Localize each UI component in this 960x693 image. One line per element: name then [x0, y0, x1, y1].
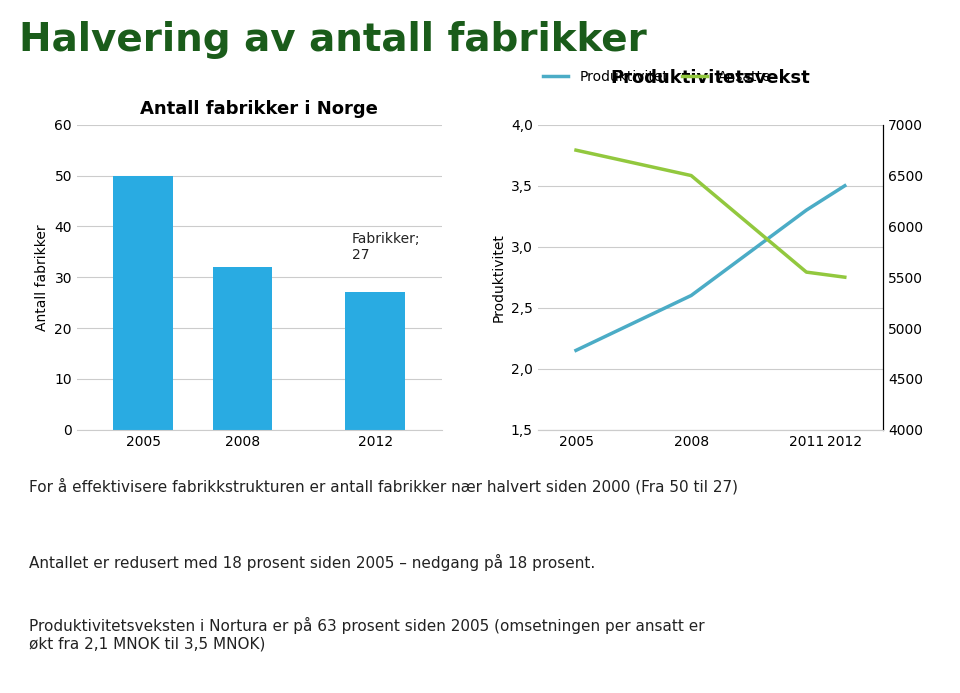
Legend: Produktivitet, Ansatte: Produktivitet, Ansatte [538, 64, 778, 89]
Text: Halvering av antall fabrikker: Halvering av antall fabrikker [19, 21, 647, 59]
Text: For å effektivisere fabrikkstrukturen er antall fabrikker nær halvert siden 2000: For å effektivisere fabrikkstrukturen er… [29, 478, 738, 495]
Y-axis label: Produktivitet: Produktivitet [492, 233, 505, 322]
Text: Fabrikker;
27: Fabrikker; 27 [352, 231, 420, 262]
Y-axis label: Antall fabrikker: Antall fabrikker [35, 224, 49, 331]
Title: Produktivitetsvekst: Produktivitetsvekst [611, 69, 810, 87]
Title: Antall fabrikker i Norge: Antall fabrikker i Norge [140, 100, 378, 118]
Text: Produktivitetsveksten i Nortura er på 63 prosent siden 2005 (omsetningen per ans: Produktivitetsveksten i Nortura er på 63… [29, 617, 705, 651]
Text: Antallet er redusert med 18 prosent siden 2005 – nedgang på 18 prosent.: Antallet er redusert med 18 prosent side… [29, 554, 595, 572]
Bar [113, 175, 173, 430]
Bar [346, 292, 405, 430]
Bar [213, 267, 273, 430]
